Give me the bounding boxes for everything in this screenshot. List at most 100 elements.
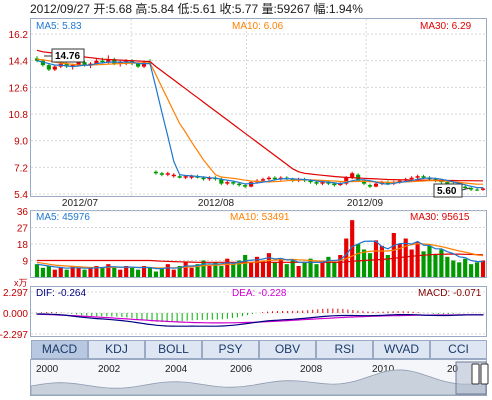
tab-psy[interactable]: PSY <box>202 340 259 359</box>
tab-label: PSY <box>218 342 242 356</box>
volume-ma10-label: MA10: 53491 <box>230 212 290 223</box>
candle-body <box>248 182 254 187</box>
volume-bar <box>118 269 123 277</box>
volume-bar <box>367 253 373 277</box>
tab-background <box>145 340 202 359</box>
candle-body <box>183 176 188 178</box>
price-x-axis: 2012/07 2012/08 2012/09 <box>62 198 384 209</box>
volume-bar <box>195 264 200 277</box>
timeline-labels: 2000 2002 2004 2006 2008 2010 20 <box>36 364 459 375</box>
candle-body <box>219 179 224 184</box>
volume-bar <box>266 253 272 277</box>
dif-label: DIF: -0.264 <box>36 288 86 299</box>
volume-bar <box>165 264 170 277</box>
candle-body <box>379 182 385 184</box>
price-panel <box>30 18 487 197</box>
volume-bar <box>219 266 224 277</box>
tab-boll[interactable]: BOLL <box>145 340 202 359</box>
volume-bar <box>463 258 468 277</box>
candle-body <box>70 65 75 67</box>
tab-label: BOLL <box>158 342 189 356</box>
candle-body <box>118 62 123 64</box>
tab-background <box>373 340 430 359</box>
volume-y-tick-label: 18 <box>17 240 29 251</box>
candle-body <box>320 182 325 184</box>
volume-y-axis: 36 27 18 9 <box>17 207 29 268</box>
candle-body <box>463 186 468 189</box>
volume-y-tick-label: 9 <box>22 257 28 268</box>
tab-label: OBV <box>275 342 300 356</box>
tab-label: WVAD <box>384 342 419 356</box>
timeline-right-handle[interactable] <box>480 363 489 385</box>
candle-body <box>64 63 69 67</box>
tab-rsi[interactable]: RSI <box>316 340 373 359</box>
price-ma30-label: MA30: 6.29 <box>420 21 472 32</box>
candle-body <box>165 173 170 175</box>
candle-body <box>373 183 379 187</box>
volume-bar <box>141 266 147 277</box>
tab-obv[interactable]: OBV <box>259 340 316 359</box>
volume-bar <box>207 266 212 277</box>
volume-bar <box>40 267 46 277</box>
candle-body <box>266 177 272 180</box>
candle-body <box>171 174 176 177</box>
volume-bar <box>201 260 206 277</box>
timeline-left-handle[interactable] <box>471 363 480 385</box>
price-x-tick-label: 2012/08 <box>198 198 235 209</box>
volume-ma5-line <box>36 240 483 270</box>
volume-bar <box>147 267 153 277</box>
volume-bar <box>326 256 331 277</box>
tab-background <box>88 340 145 359</box>
dea-label: DEA: -0.228 <box>232 288 287 299</box>
candle-body <box>201 177 206 180</box>
quote-header: 2012/09/27 开:5.68 高:5.84 低:5.61 收:5.77 量… <box>30 1 363 16</box>
macd-label: MACD: -0.071 <box>418 288 482 299</box>
volume-y-tick-label: 36 <box>17 207 29 218</box>
volume-bar <box>112 267 117 277</box>
tab-wvad[interactable]: WVAD <box>373 340 430 359</box>
volume-moving-averages <box>36 240 484 270</box>
candle-body <box>367 185 373 187</box>
volume-bar <box>231 264 236 277</box>
volume-ma5-label: MA5: 45976 <box>36 212 90 223</box>
volume-bar <box>290 260 295 277</box>
volume-bar <box>308 258 313 277</box>
candle-body <box>397 180 402 183</box>
volume-bar <box>58 267 63 277</box>
volume-bars <box>34 220 486 277</box>
volume-bar <box>469 264 474 277</box>
price-y-tick-label: 9.0 <box>14 137 28 148</box>
candle-body <box>225 182 230 184</box>
tab-cci[interactable]: CCI <box>430 340 487 359</box>
timeline-area <box>30 369 487 396</box>
candle-body <box>159 173 164 175</box>
tab-kdj[interactable]: KDJ <box>88 340 145 359</box>
candle-body <box>100 60 105 63</box>
volume-bar <box>409 249 414 277</box>
candle-body <box>82 62 87 66</box>
tab-macd[interactable]: MACD <box>31 340 88 359</box>
price-y-tick-label: 16.2 <box>9 30 29 41</box>
tab-background <box>259 340 316 359</box>
volume-bar <box>254 256 260 277</box>
price-y-tick-label: 14.4 <box>9 57 29 68</box>
volume-bar <box>130 267 135 277</box>
tab-background <box>31 340 88 359</box>
volume-bar <box>320 260 325 277</box>
volume-bar <box>385 255 390 277</box>
volume-bar <box>248 262 254 277</box>
candle-body <box>326 182 331 184</box>
volume-bar <box>106 264 111 277</box>
volume-bar <box>439 249 444 277</box>
candle-body <box>153 171 159 174</box>
volume-bar <box>183 262 188 277</box>
tab-background <box>202 340 259 359</box>
candle-body <box>124 60 129 63</box>
volume-bar <box>52 269 57 277</box>
volume-bar <box>225 258 230 277</box>
volume-bar <box>88 267 93 277</box>
candle-body <box>314 182 319 184</box>
price-y-axis: 16.2 14.4 12.6 10.8 9.0 7.2 5.4 <box>9 30 29 201</box>
